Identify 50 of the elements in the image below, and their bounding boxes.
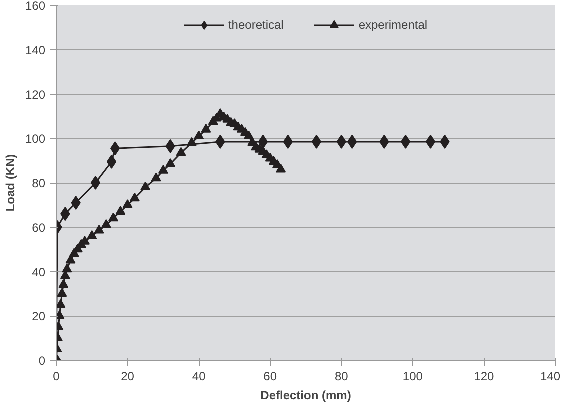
x-tick-label: 40 [192,370,206,384]
point [87,230,98,240]
point [58,279,69,288]
point [62,264,72,273]
point [244,130,254,140]
point [194,130,204,140]
x-tick-label: 120 [474,370,495,384]
point [122,199,133,208]
y-tick-label: 40 [32,265,46,280]
y-tick-label: 140 [25,43,46,58]
point [56,299,66,308]
point [276,164,286,173]
x-tick-label: 20 [121,370,135,384]
point [400,134,411,149]
point [201,124,212,133]
legend-label: experimental [358,18,428,32]
point [106,154,117,169]
point [101,219,112,228]
point [312,134,322,149]
point [116,206,126,215]
x-tick-label: 140 [540,370,561,384]
point [258,134,268,149]
y-tick-label: 100 [25,132,46,146]
x-tick-label: 60 [264,370,278,384]
point [166,158,176,168]
x-tick-label: 0 [53,370,60,384]
point [57,288,68,298]
point [176,147,186,156]
y-tick-label: 60 [32,220,46,235]
x-tick-label: 100 [402,370,424,384]
point [110,142,120,156]
point [283,134,294,149]
y-axis-title: Load (KN) [3,154,18,212]
y-tick-label: 120 [25,88,46,102]
point [108,212,119,222]
x-axis-title: Deflection (mm) [260,388,352,402]
point [90,176,101,190]
legend-label: theoretical [228,18,284,32]
y-tick-label: 80 [32,176,46,190]
point [94,225,104,234]
point [426,134,436,149]
point [151,172,162,182]
point [130,192,140,202]
y-tick-label: 0 [38,354,46,368]
y-tick-label: 160 [25,0,46,13]
point [140,182,151,191]
point [158,165,168,174]
y-tick-label: 20 [32,310,46,324]
point [186,137,197,146]
x-tick-label: 80 [334,370,349,384]
